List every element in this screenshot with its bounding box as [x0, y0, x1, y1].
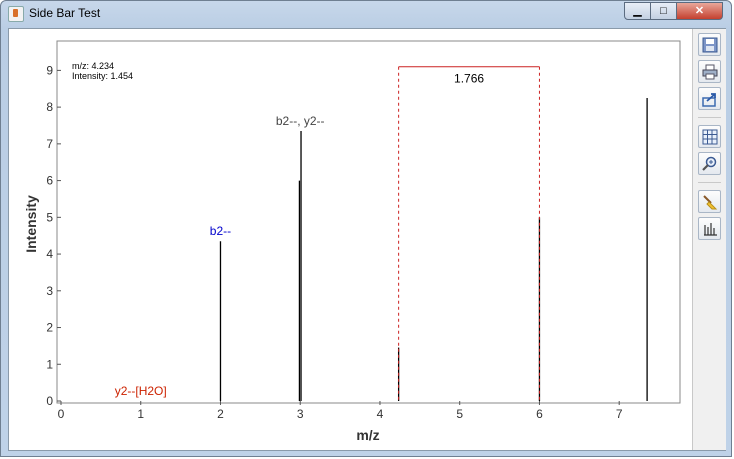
magnifier-icon — [702, 156, 717, 171]
x-tick-label: 0 — [58, 407, 65, 421]
spectrum-plot[interactable]: 0 1 2 3 4 5 6 7 0 1 2 3 4 5 6 7 8 9 1.766 b2-- b2--, y2-- y… — [9, 29, 692, 450]
maximize-icon: □ — [660, 5, 667, 17]
print-button[interactable] — [698, 60, 721, 83]
y-tick-label: 3 — [46, 284, 53, 298]
grid-icon — [702, 129, 718, 145]
toolbar-separator — [698, 182, 721, 183]
printer-icon — [702, 64, 718, 80]
peak-annotation: b2--, y2-- — [276, 114, 325, 128]
close-button[interactable]: ✕ — [676, 2, 723, 20]
y-tick-label: 7 — [46, 137, 53, 151]
readout-intensity: Intensity: 1.454 — [72, 71, 133, 81]
measure-label: 1.766 — [454, 72, 484, 86]
minimize-icon: ▁ — [633, 5, 642, 17]
maximize-button[interactable]: □ — [650, 2, 677, 20]
x-tick-label: 6 — [536, 407, 543, 421]
window-title: Side Bar Test — [29, 6, 101, 20]
y-tick-label: 9 — [46, 63, 53, 77]
show-peaks-button[interactable] — [698, 217, 721, 240]
y-tick-label: 8 — [46, 100, 53, 114]
y-tick-label: 6 — [46, 174, 53, 188]
x-tick-label: 7 — [616, 407, 623, 421]
peak-annotation: b2-- — [210, 224, 231, 238]
save-button[interactable] — [698, 33, 721, 56]
spectrum-panel[interactable]: 0 1 2 3 4 5 6 7 0 1 2 3 4 5 6 7 8 9 1.766 b2-- b2--, y2-- y… — [9, 29, 692, 450]
peak-annotation: y2--[H2O] — [115, 384, 167, 398]
export-button[interactable] — [698, 87, 721, 110]
y-axis-label: Intensity — [23, 195, 39, 253]
readout-mz: m/z: 4.234 — [72, 61, 114, 71]
clear-annotations-button[interactable] — [698, 190, 721, 213]
x-axis-label: m/z — [356, 427, 379, 443]
broom-icon — [703, 195, 718, 210]
peak-bars-icon — [704, 223, 717, 236]
grid-toggle-button[interactable] — [698, 125, 721, 148]
y-tick-label: 1 — [46, 357, 53, 371]
x-tick-label: 4 — [377, 407, 384, 421]
y-tick-label: 5 — [46, 210, 53, 224]
minimize-button[interactable]: ▁ — [624, 2, 651, 20]
x-tick-label: 1 — [137, 407, 144, 421]
export-arrow-icon — [702, 93, 716, 107]
y-tick-label: 2 — [46, 321, 53, 335]
plot-frame — [56, 40, 681, 404]
side-toolbar — [692, 29, 726, 450]
floppy-disk-icon — [702, 37, 718, 53]
x-tick-label: 3 — [297, 407, 304, 421]
java-app-icon — [8, 6, 24, 22]
title-bar[interactable]: Side Bar Test ▁ □ ✕ — [1, 1, 731, 27]
x-tick-label: 2 — [217, 407, 224, 421]
x-tick-label: 5 — [456, 407, 463, 421]
y-tick-label: 4 — [46, 247, 53, 261]
toolbar-separator — [698, 117, 721, 118]
zoom-button[interactable] — [698, 152, 721, 175]
window-content: 0 1 2 3 4 5 6 7 0 1 2 3 4 5 6 7 8 9 1.766 b2-- b2--, y2-- y… — [8, 28, 726, 451]
close-icon: ✕ — [694, 5, 705, 17]
y-tick-label: 0 — [46, 394, 53, 408]
